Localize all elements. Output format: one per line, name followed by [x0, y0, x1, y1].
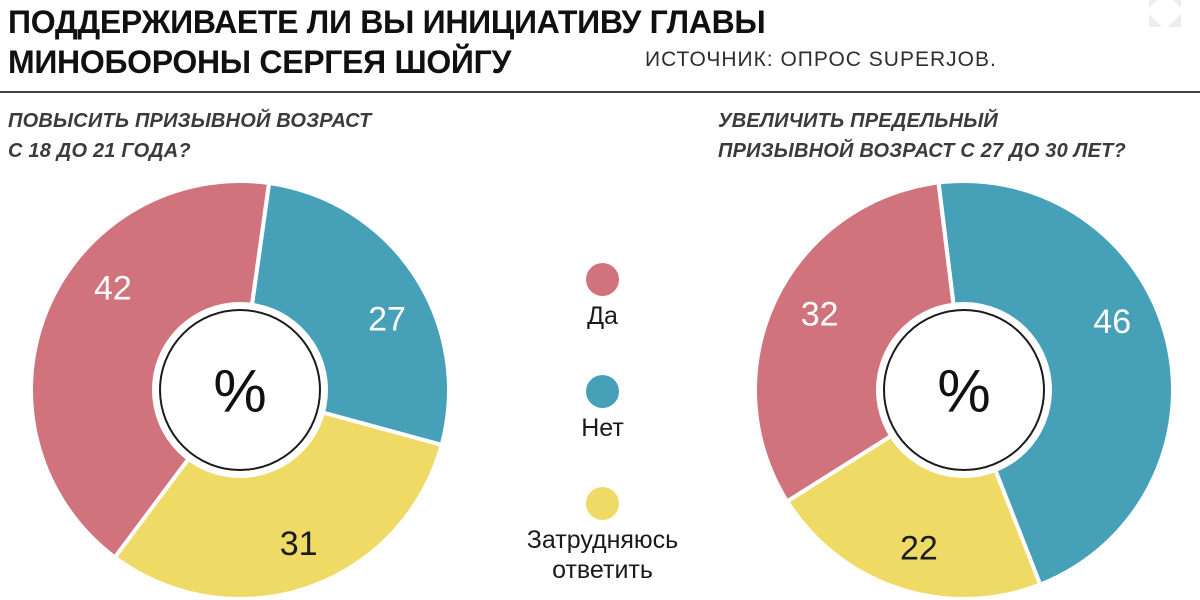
donut-hole	[152, 302, 328, 478]
donut-hole-ring	[159, 309, 321, 471]
legend-item-no: Нет	[581, 375, 624, 443]
slice-value-label-Нет: 46	[1093, 303, 1131, 341]
slice-value-label-Да: 42	[94, 269, 132, 307]
pie-slice-Да	[32, 183, 269, 556]
legend-dot-undecided	[586, 487, 619, 520]
center-percent-label: %	[213, 358, 266, 425]
slice-value-label-Затрудняюсь ответить: 31	[280, 525, 318, 563]
header-divider	[0, 91, 1200, 93]
expand-arrows-icon[interactable]	[1142, 0, 1188, 39]
legend-item-undecided: Затрудняюсь ответить	[500, 487, 705, 585]
slice-value-label-Нет: 27	[368, 301, 406, 339]
donut-hole-ring	[883, 309, 1045, 471]
legend: Да Нет Затрудняюсь ответить	[500, 263, 705, 585]
source-label: ИСТОЧНИК: ОПРОС SUPERJOB.	[645, 48, 997, 71]
question-right: УВЕЛИЧИТЬ ПРЕДЕЛЬНЫЙ ПРИЗЫВНОЙ ВОЗРАСТ С…	[718, 110, 1126, 162]
slice-value-label-Да: 32	[801, 295, 839, 333]
legend-label-yes: Да	[587, 302, 618, 330]
page-title: ПОДДЕРЖИВАЕТЕ ЛИ ВЫ ИНИЦИАТИВУ ГЛАВЫ МИН…	[8, 2, 968, 82]
center-percent-label: %	[937, 358, 990, 425]
legend-dot-no	[585, 375, 619, 408]
donut-chart-left: % 27 31 42	[32, 183, 447, 597]
legend-label-no: Нет	[581, 414, 624, 442]
legend-label-undecided: Затрудняюсь ответить	[526, 526, 679, 584]
donut-hole	[876, 302, 1052, 478]
slice-value-label-Затрудняюсь ответить: 22	[900, 529, 938, 567]
legend-dot-yes	[586, 263, 619, 296]
question-left: ПОВЫСИТЬ ПРИЗЫВНОЙ ВОЗРАСТ С 18 ДО 21 ГО…	[8, 110, 372, 162]
pie-slice-Нет	[938, 183, 1171, 583]
legend-item-yes: Да	[586, 263, 619, 331]
donut-chart-right: % 46 22 32	[757, 183, 1171, 597]
pie-slice-Затрудняюсь ответить	[116, 390, 440, 597]
title-line-1: ПОДДЕРЖИВАЕТЕ ЛИ ВЫ ИНИЦИАТИВУ ГЛАВЫ	[8, 4, 766, 40]
title-line-2: МИНОБОРОНЫ СЕРГЕЯ ШОЙГУ	[8, 44, 512, 80]
